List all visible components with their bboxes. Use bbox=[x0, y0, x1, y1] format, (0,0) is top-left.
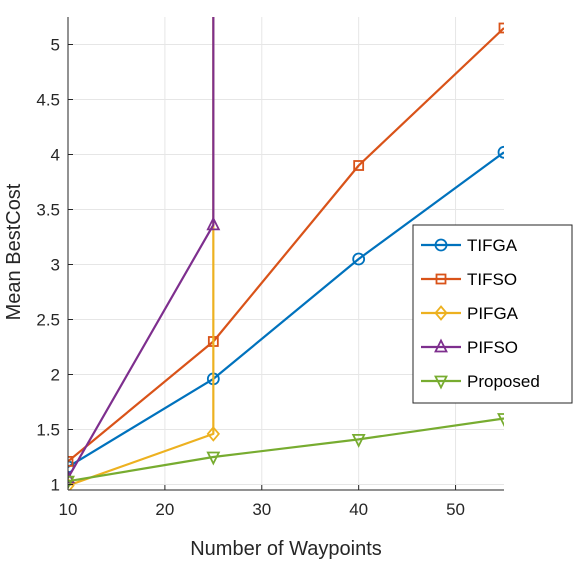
x-tick-label: 50 bbox=[446, 500, 465, 519]
series-line-proposed bbox=[68, 417, 504, 483]
y-tick-label: 5 bbox=[51, 36, 60, 55]
data-point-tifso bbox=[498, 22, 504, 34]
legend-entry-pifso: PIFSO bbox=[421, 338, 518, 357]
legend-marker-pifga bbox=[434, 305, 448, 321]
series-line-tifga bbox=[68, 151, 504, 468]
data-point-tifso bbox=[353, 160, 365, 171]
legend: TIFGA TIFSO PIFGA PIFSO Proposed bbox=[412, 224, 573, 404]
x-tick-label: 30 bbox=[252, 500, 271, 519]
plot-area bbox=[68, 17, 504, 490]
y-tick-label: 1.5 bbox=[36, 421, 60, 440]
series-proposed bbox=[68, 413, 504, 490]
axes bbox=[67, 17, 504, 491]
x-axis-title: Number of Waypoints bbox=[190, 538, 382, 560]
data-point-tifga bbox=[497, 145, 504, 159]
data-point-proposed bbox=[351, 433, 366, 448]
data-point-proposed bbox=[206, 451, 221, 466]
data-point-tifso bbox=[68, 455, 74, 467]
data-point-pifga bbox=[68, 477, 75, 490]
y-tick-label: 1 bbox=[51, 476, 60, 495]
legend-entry-proposed: Proposed bbox=[421, 372, 540, 391]
series-layer bbox=[68, 17, 504, 490]
legend-label-proposed: Proposed bbox=[467, 372, 540, 391]
tick-labels: 10 20 30 40 50 1 1.5 2 2.5 3 3.5 4 4.5 5 bbox=[36, 36, 465, 520]
legend-entry-tifga: TIFGA bbox=[421, 236, 518, 255]
data-point-pifga bbox=[206, 426, 221, 442]
data-point-proposed bbox=[68, 475, 75, 490]
series-line-tifso bbox=[68, 27, 504, 463]
x-tick-label: 20 bbox=[155, 500, 174, 519]
y-tick-label: 3 bbox=[51, 256, 60, 275]
x-tick-label: 10 bbox=[59, 500, 78, 519]
legend-label-pifso: PIFSO bbox=[467, 338, 518, 357]
data-point-tifga bbox=[352, 252, 366, 266]
legend-marker-proposed bbox=[434, 375, 448, 390]
y-tick-label: 2 bbox=[51, 366, 60, 385]
legend-label-tifga: TIFGA bbox=[467, 236, 518, 255]
legend-label-tifso: TIFSO bbox=[467, 270, 517, 289]
legend-marker-tifga bbox=[434, 238, 448, 252]
y-tick-label: 2.5 bbox=[36, 311, 60, 330]
legend-marker-pifso bbox=[434, 338, 448, 353]
data-point-proposed bbox=[497, 413, 504, 428]
y-axis-title: Mean BestCost bbox=[3, 183, 25, 320]
series-pifso bbox=[68, 17, 221, 484]
series-line-pifso bbox=[68, 17, 215, 479]
y-tick-label: 4.5 bbox=[36, 91, 60, 110]
legend-entry-pifga: PIFGA bbox=[421, 304, 519, 323]
series-line-pifga bbox=[68, 17, 215, 487]
y-tick-label: 4 bbox=[51, 146, 60, 165]
legend-marker-tifso bbox=[435, 273, 447, 285]
x-tick-label: 40 bbox=[349, 500, 368, 519]
y-tick-label: 3.5 bbox=[36, 201, 60, 220]
legend-entry-tifso: TIFSO bbox=[421, 270, 517, 289]
legend-label-pifga: PIFGA bbox=[467, 304, 519, 323]
data-point-pifso bbox=[206, 216, 221, 231]
